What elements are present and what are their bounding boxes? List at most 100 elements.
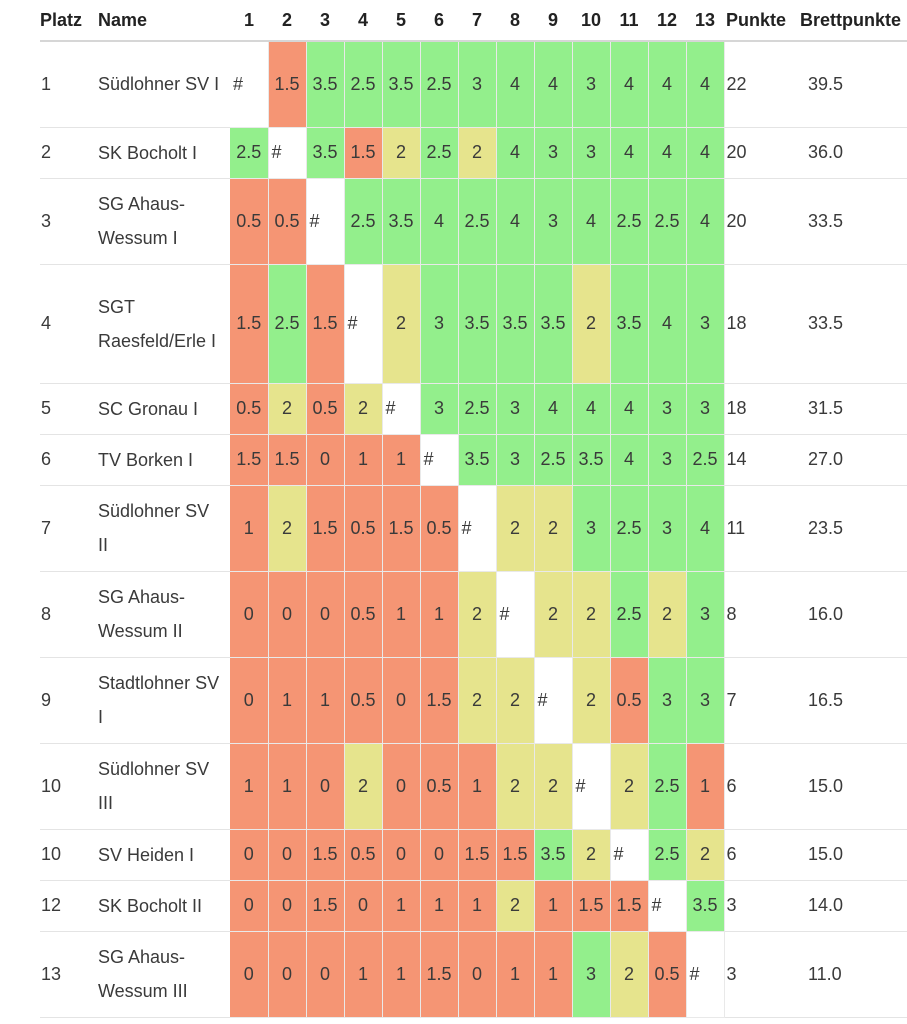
- team-name[interactable]: TV Borken I: [98, 434, 230, 486]
- result-cell: 1: [382, 434, 421, 486]
- result-cell: 0: [230, 931, 269, 1018]
- table-row: 6 TV Borken I 1.5 1.5 0 1 1 #3.5 3 2.5 3.5 4 3 2.5 14 2…: [40, 434, 907, 486]
- result-cell: 1: [230, 743, 269, 830]
- round-header-11[interactable]: 11: [610, 0, 648, 42]
- result-cell: 1.5: [572, 880, 611, 932]
- team-name[interactable]: SK Bocholt I: [98, 127, 230, 179]
- result-cell: 1.5: [268, 41, 307, 128]
- punkte-cell: 18: [724, 383, 798, 435]
- brettpunkte-cell: 33.5: [798, 264, 907, 384]
- team-name[interactable]: SK Bocholt II: [98, 880, 230, 932]
- result-cell: 0: [268, 829, 307, 881]
- result-cell: 4: [534, 383, 573, 435]
- result-cell: 2.5: [344, 178, 383, 265]
- brettpunkte-cell: 39.5: [798, 41, 907, 128]
- brettpunkte-header[interactable]: Brettpunkte: [798, 0, 907, 42]
- punkte-cell: 7: [724, 657, 798, 744]
- brettpunkte-cell: 36.0: [798, 127, 907, 179]
- platz-cell: 5: [40, 383, 98, 435]
- result-cell: 2.5: [230, 127, 269, 179]
- self-match-cell: #: [458, 485, 497, 572]
- punkte-cell: 22: [724, 41, 798, 128]
- round-header-5[interactable]: 5: [382, 0, 420, 42]
- result-cell: 3.5: [458, 264, 497, 384]
- result-cell: 1.5: [458, 829, 497, 881]
- team-name[interactable]: Südlohner SV II: [98, 485, 230, 572]
- team-name[interactable]: Stadtlohner SV I: [98, 657, 230, 744]
- self-match-cell: #: [496, 571, 535, 658]
- team-name[interactable]: Südlohner SV I: [98, 41, 230, 128]
- result-cell: 3: [572, 127, 611, 179]
- round-header-13[interactable]: 13: [686, 0, 724, 42]
- result-cell: 3: [648, 657, 687, 744]
- round-header-10[interactable]: 10: [572, 0, 610, 42]
- result-cell: 2.5: [420, 41, 459, 128]
- result-cell: 3: [496, 434, 535, 486]
- table-row: 7 Südlohner SV II 1 2 1.5 0.5 1.5 0.5 #2 2 3 2.5 3 4 1…: [40, 485, 907, 572]
- punkte-cell: 6: [724, 743, 798, 830]
- result-cell: 3: [420, 383, 459, 435]
- brettpunkte-cell: 16.0: [798, 571, 907, 658]
- team-name[interactable]: Südlohner SV III: [98, 743, 230, 830]
- round-header-4[interactable]: 4: [344, 0, 382, 42]
- team-name[interactable]: SV Heiden I: [98, 829, 230, 881]
- platz-cell: 1: [40, 41, 98, 128]
- self-match-cell: #: [230, 41, 269, 128]
- round-header-1[interactable]: 1: [230, 0, 268, 42]
- platz-cell: 10: [40, 743, 98, 830]
- round-header-3[interactable]: 3: [306, 0, 344, 42]
- table-body: 1 Südlohner SV I #1.5 3.5 2.5 3.5 2.5 3 4 4 3 4 4 4 22…: [40, 41, 907, 1018]
- brettpunkte-cell: 15.0: [798, 829, 907, 881]
- round-header-9[interactable]: 9: [534, 0, 572, 42]
- result-cell: 2: [610, 743, 649, 830]
- self-match-cell: #: [306, 178, 345, 265]
- result-cell: 1.5: [420, 657, 459, 744]
- team-name[interactable]: SG Ahaus-Wessum III: [98, 931, 230, 1018]
- result-cell: 0: [230, 880, 269, 932]
- result-cell: 4: [572, 178, 611, 265]
- platz-header[interactable]: Platz: [40, 0, 98, 42]
- result-cell: 4: [496, 41, 535, 128]
- result-cell: 2: [534, 743, 573, 830]
- platz-cell: 13: [40, 931, 98, 1018]
- round-header-6[interactable]: 6: [420, 0, 458, 42]
- result-cell: 2.5: [268, 264, 307, 384]
- result-cell: 1.5: [230, 264, 269, 384]
- result-cell: 0.5: [610, 657, 649, 744]
- result-cell: 3: [572, 485, 611, 572]
- round-header-7[interactable]: 7: [458, 0, 496, 42]
- result-cell: 2: [534, 571, 573, 658]
- name-header[interactable]: Name: [98, 0, 230, 42]
- result-cell: 1: [458, 743, 497, 830]
- result-cell: 3.5: [496, 264, 535, 384]
- result-cell: 2.5: [420, 127, 459, 179]
- team-name[interactable]: SG Ahaus-Wessum II: [98, 571, 230, 658]
- result-cell: 2: [572, 829, 611, 881]
- punkte-header[interactable]: Punkte: [724, 0, 798, 42]
- result-cell: 2.5: [648, 743, 687, 830]
- round-header-8[interactable]: 8: [496, 0, 534, 42]
- result-cell: 0: [268, 571, 307, 658]
- result-cell: 2: [344, 383, 383, 435]
- result-cell: 1.5: [306, 829, 345, 881]
- self-match-cell: #: [534, 657, 573, 744]
- result-cell: 3.5: [610, 264, 649, 384]
- team-name[interactable]: SC Gronau I: [98, 383, 230, 435]
- result-cell: 0: [306, 743, 345, 830]
- self-match-cell: #: [610, 829, 649, 881]
- result-cell: 0.5: [230, 178, 269, 265]
- platz-cell: 8: [40, 571, 98, 658]
- result-cell: 4: [686, 485, 725, 572]
- result-cell: 2: [534, 485, 573, 572]
- result-cell: 3: [686, 264, 725, 384]
- result-cell: 3.5: [382, 178, 421, 265]
- result-cell: 1.5: [382, 485, 421, 572]
- team-name[interactable]: SGT Raesfeld/Erle I: [98, 264, 230, 384]
- brettpunkte-cell: 27.0: [798, 434, 907, 486]
- table-row: 2 SK Bocholt I 2.5 #3.5 1.5 2 2.5 2 4 3 3 4 4 4 20 36.0: [40, 127, 907, 179]
- round-header-12[interactable]: 12: [648, 0, 686, 42]
- result-cell: 2.5: [610, 571, 649, 658]
- round-header-2[interactable]: 2: [268, 0, 306, 42]
- team-name[interactable]: SG Ahaus-Wessum I: [98, 178, 230, 265]
- punkte-cell: 8: [724, 571, 798, 658]
